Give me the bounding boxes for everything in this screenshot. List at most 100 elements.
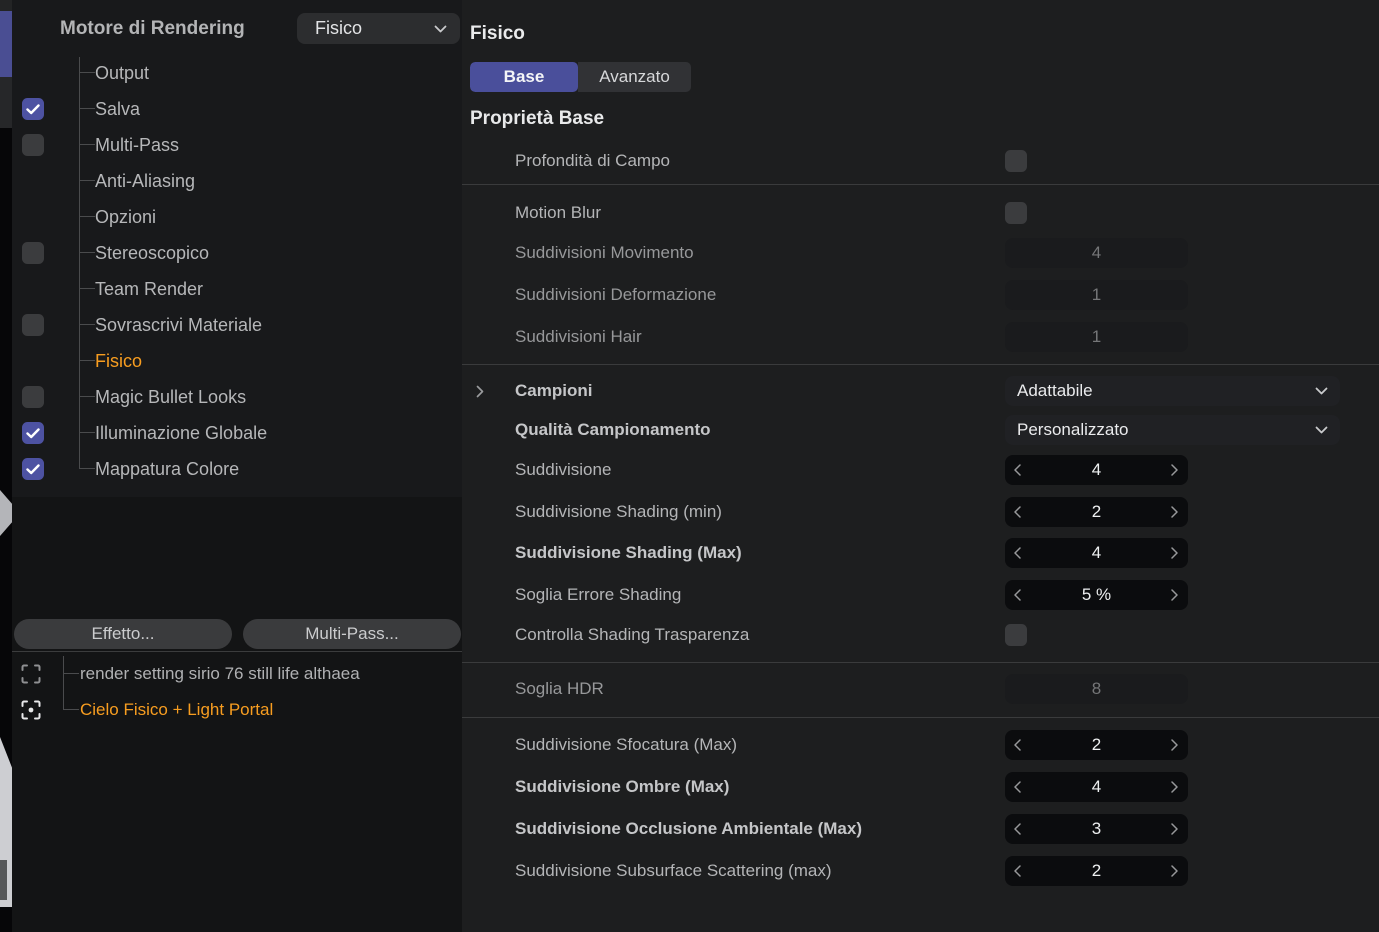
- tree-tick: [79, 72, 95, 73]
- tree-tick: [63, 709, 79, 710]
- chevron-right-icon[interactable]: [1171, 505, 1179, 519]
- chevron-left-icon[interactable]: [1014, 864, 1022, 878]
- chevron-right-icon[interactable]: [476, 385, 484, 398]
- stepper-value[interactable]: 4: [1091, 777, 1102, 796]
- frame-corners-icon: [21, 664, 41, 684]
- render-setting-name: render setting sirio 76 still life altha…: [80, 664, 360, 683]
- checkbox-multi-pass[interactable]: [22, 134, 44, 156]
- stepper-value[interactable]: 2: [1091, 735, 1102, 754]
- stepper-value[interactable]: 3: [1091, 819, 1102, 838]
- chevron-right-icon[interactable]: [1171, 822, 1179, 836]
- chevron-left-icon[interactable]: [1014, 505, 1022, 519]
- shading-min-stepper[interactable]: 2: [1005, 497, 1188, 527]
- checkbox-illuminazione-globale[interactable]: [22, 422, 44, 444]
- tree-item-label: Opzioni: [95, 207, 157, 227]
- shading-max-stepper[interactable]: 4: [1005, 538, 1188, 568]
- stepper-value[interactable]: 2: [1091, 861, 1102, 880]
- tab-avanzato[interactable]: Avanzato: [578, 62, 691, 92]
- tree-item-anti-aliasing[interactable]: Anti-Aliasing: [12, 163, 462, 199]
- render-engine-label: Motore di Rendering: [60, 18, 245, 39]
- soglia-errore-stepper[interactable]: 5 %: [1005, 580, 1188, 610]
- tree-item-team-render[interactable]: Team Render: [12, 271, 462, 307]
- chevron-left-icon[interactable]: [1014, 588, 1022, 602]
- tree-item-label: Mappatura Colore: [95, 459, 240, 479]
- profondita-di-campo-checkbox[interactable]: [1005, 150, 1027, 172]
- campioni-dropdown[interactable]: Adattabile: [1005, 376, 1340, 406]
- property-label: Motion Blur: [515, 203, 601, 222]
- viewport-object-fragment: [0, 860, 7, 900]
- checkbox-magic-bullet-looks[interactable]: [22, 386, 44, 408]
- tree-item-fisico[interactable]: Fisico: [12, 343, 462, 379]
- property-row-soglia-hdr: Soglia HDR 8: [462, 674, 1379, 704]
- tree-tick: [79, 324, 95, 325]
- tree-item-opzioni[interactable]: Opzioni: [12, 199, 462, 235]
- chevron-right-icon[interactable]: [1171, 588, 1179, 602]
- chevron-right-icon[interactable]: [1171, 546, 1179, 560]
- sfocatura-max-stepper[interactable]: 2: [1005, 730, 1188, 760]
- checkbox-stereoscopico[interactable]: [22, 242, 44, 264]
- ombre-max-stepper[interactable]: 4: [1005, 772, 1188, 802]
- page-title: Fisico: [470, 23, 525, 44]
- checkbox-salva[interactable]: [22, 98, 44, 120]
- chevron-left-icon[interactable]: [1014, 738, 1022, 752]
- tree-tick: [79, 360, 95, 361]
- motion-blur-checkbox[interactable]: [1005, 202, 1027, 224]
- viewport-fragment-blue: [0, 11, 12, 77]
- stepper-value[interactable]: 2: [1091, 502, 1102, 521]
- tree-tick: [63, 673, 79, 674]
- render-engine-dropdown[interactable]: Fisico: [297, 13, 460, 44]
- chevron-left-icon[interactable]: [1014, 463, 1022, 477]
- tree-item-label: Output: [95, 63, 150, 83]
- tree-item-magic-bullet-looks[interactable]: Magic Bullet Looks: [12, 379, 462, 415]
- chevron-right-icon[interactable]: [1171, 738, 1179, 752]
- property-label: Suddivisione Ombre (Max): [515, 777, 730, 796]
- tree-item-label: Team Render: [95, 279, 204, 299]
- property-row-suddivisione-shading-min: Suddivisione Shading (min) 2: [462, 497, 1379, 527]
- tree-item-label: Sovrascrivi Materiale: [95, 315, 263, 335]
- chevron-left-icon[interactable]: [1014, 822, 1022, 836]
- active-render-setting-item[interactable]: Cielo Fisico + Light Portal: [12, 692, 462, 728]
- checkbox-sovrascrivi-materiale[interactable]: [22, 314, 44, 336]
- chevron-right-icon[interactable]: [1171, 780, 1179, 794]
- occlusione-max-stepper[interactable]: 3: [1005, 814, 1188, 844]
- tree-item-salva[interactable]: Salva: [12, 91, 462, 127]
- multipass-button[interactable]: Multi-Pass...: [243, 619, 461, 649]
- settings-tree: Output Salva Multi-Pass Anti-Aliasing Op…: [12, 55, 462, 487]
- tree-item-stereoscopico[interactable]: Stereoscopico: [12, 235, 462, 271]
- viewport-object-fragment: [0, 490, 12, 536]
- chevron-right-icon[interactable]: [1171, 864, 1179, 878]
- effetto-button[interactable]: Effetto...: [14, 619, 232, 649]
- chevron-down-icon: [434, 25, 447, 32]
- chevron-down-icon: [1315, 426, 1328, 434]
- property-label: Suddivisioni Movimento: [515, 243, 694, 262]
- tab-base[interactable]: Base: [470, 62, 578, 92]
- chevron-right-icon[interactable]: [1171, 463, 1179, 477]
- tree-item-illuminazione-globale[interactable]: Illuminazione Globale: [12, 415, 462, 451]
- controlla-shading-checkbox[interactable]: [1005, 624, 1027, 646]
- render-setting-item[interactable]: render setting sirio 76 still life altha…: [12, 656, 462, 692]
- tree-item-output[interactable]: Output: [12, 55, 462, 91]
- chevron-left-icon[interactable]: [1014, 780, 1022, 794]
- property-row-suddivisioni-deformazione: Suddivisioni Deformazione 1: [462, 280, 1379, 310]
- property-label: Campioni: [515, 381, 593, 400]
- tree-tick: [79, 108, 95, 109]
- subsurface-max-stepper[interactable]: 2: [1005, 856, 1188, 886]
- background-viewport-sliver: [0, 0, 12, 932]
- property-label: Qualità Campionamento: [515, 420, 711, 439]
- tree-item-mappatura-colore[interactable]: Mappatura Colore: [12, 451, 462, 487]
- stepper-value[interactable]: 4: [1091, 543, 1102, 562]
- tree-tick: [79, 468, 95, 469]
- list-connector-line: [63, 656, 64, 710]
- tree-item-multi-pass[interactable]: Multi-Pass: [12, 127, 462, 163]
- stepper-value[interactable]: 5 %: [1081, 585, 1112, 604]
- qualita-campionamento-dropdown[interactable]: Personalizzato: [1005, 415, 1340, 445]
- property-row-suddivisione: Suddivisione 4: [462, 455, 1379, 485]
- chevron-left-icon[interactable]: [1014, 546, 1022, 560]
- tree-item-sovrascrivi-materiale[interactable]: Sovrascrivi Materiale: [12, 307, 462, 343]
- stepper-value[interactable]: 4: [1091, 460, 1102, 479]
- separator: [462, 364, 1379, 365]
- property-row-controlla-shading-trasparenza: Controlla Shading Trasparenza: [462, 620, 1379, 650]
- checkbox-mappatura-colore[interactable]: [22, 458, 44, 480]
- suddivisione-stepper[interactable]: 4: [1005, 455, 1188, 485]
